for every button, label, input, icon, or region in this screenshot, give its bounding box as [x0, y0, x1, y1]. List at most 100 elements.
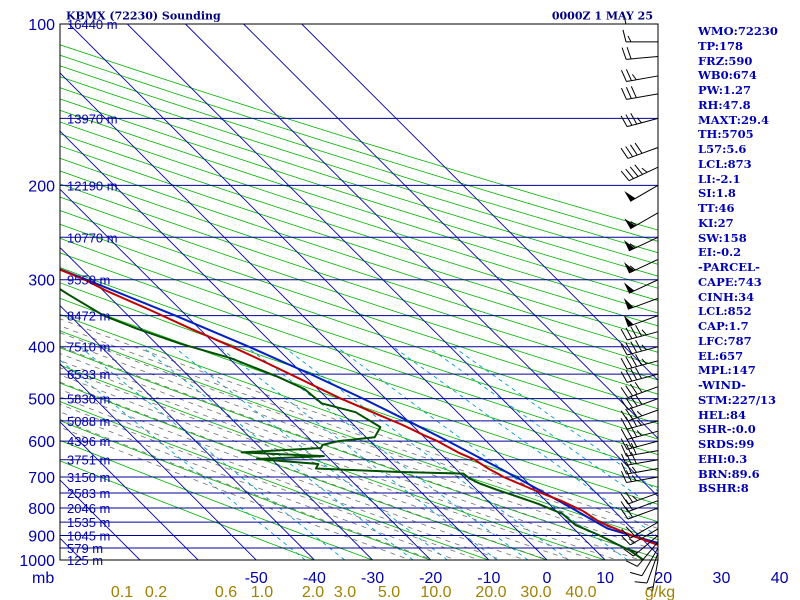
wind-barb: [620, 340, 659, 356]
dry-adiabat: [60, 76, 658, 265]
dry-adiabat: [60, 145, 658, 340]
pressure-label: 500: [28, 392, 55, 409]
sounding-index: SI:1.8: [698, 186, 736, 201]
sounding-index: MPL:147: [698, 363, 756, 378]
dry-adiabat: [60, 252, 658, 456]
sounding-index: BSHR:8: [698, 481, 749, 496]
dry-adiabat: [60, 196, 658, 395]
pressure-label: 400: [28, 340, 55, 357]
height-label: 5088 m: [67, 414, 110, 429]
dry-adiabat: [60, 65, 658, 254]
moist-adiabat: [60, 367, 596, 560]
mixing-ratio-line: [173, 346, 448, 560]
sounding-index: KI:27: [698, 215, 734, 230]
mixing-ratio-label: 2.0: [302, 584, 324, 600]
wind-barb: [620, 499, 659, 513]
mixing-ratio-line: [283, 346, 569, 560]
height-label: 4396 m: [67, 434, 110, 449]
parcel-trace: [60, 268, 658, 544]
mixing-ratio-label: 40.0: [565, 584, 596, 600]
wind-barb: [620, 164, 659, 182]
sounding-index: WB0:674: [698, 68, 757, 83]
wind-barb: [623, 236, 659, 252]
wind-barb: [623, 297, 659, 310]
sounding-index: EL:657: [698, 348, 744, 363]
temperature-tick-label: -40: [303, 570, 326, 587]
wind-barb: [620, 381, 659, 399]
wind-barb: [623, 279, 659, 294]
dry-adiabat: [60, 170, 658, 367]
dry-adiabat: [60, 401, 490, 560]
dry-adiabat: [60, 237, 658, 440]
moist-adiabat: [60, 411, 458, 560]
wind-barb: [620, 491, 659, 505]
isotherm: [60, 421, 199, 560]
wind-barb: [620, 142, 659, 159]
wind-barb: [620, 354, 659, 370]
dry-adiabat: [60, 183, 658, 381]
wind-barb: [620, 506, 659, 520]
wind-barb: [620, 367, 659, 383]
dry-adiabat: [60, 87, 658, 277]
sounding-index: RH:47.8: [698, 97, 751, 112]
temperature-tick-label: -10: [477, 570, 500, 587]
wind-barb: [620, 470, 659, 484]
mixing-ratio-label: 0.2: [145, 584, 167, 600]
isotherm: [68, 24, 606, 560]
isotherm: [243, 24, 658, 440]
moist-adiabat: [60, 403, 481, 560]
wind-barb: [620, 406, 659, 422]
dry-adiabat: [60, 210, 658, 410]
dry-adiabat: [60, 98, 658, 289]
wind-barb: [621, 47, 659, 60]
mixing-ratio-label: 0.6: [215, 584, 237, 600]
wind-barb: [634, 552, 659, 584]
dry-adiabat: [60, 133, 658, 327]
height-label: 16440 m: [67, 17, 118, 32]
station-title: KBMX (72230) Sounding: [66, 10, 221, 23]
temperature-tick-label: -20: [419, 570, 442, 587]
pressure-label: 600: [28, 434, 55, 451]
height-label: 1045 m: [67, 528, 110, 543]
temperature-tick-label: -50: [245, 570, 268, 587]
height-label: 3751 m: [67, 453, 110, 468]
height-label: 1535 m: [67, 515, 110, 530]
pressure-label: 200: [28, 178, 55, 195]
sounding-index: TH:5705: [698, 127, 754, 142]
wind-barb: [629, 547, 659, 577]
wind-barb: [624, 184, 659, 202]
sounding-index: CAPE:743: [698, 274, 762, 289]
sounding-index: SHR-:0.0: [698, 422, 756, 437]
height-label: 10770 m: [67, 230, 118, 245]
dry-adiabat: [60, 121, 658, 314]
wind-barb: [620, 86, 659, 100]
wind-barb: [622, 29, 658, 43]
dry-adiabat: [60, 420, 432, 560]
sounding-index: LCL:873: [698, 156, 752, 171]
height-label: 2046 m: [67, 501, 110, 516]
height-label: 5830 m: [67, 392, 110, 407]
temperature-tick-label: -30: [361, 570, 384, 587]
pressure-label: 1000: [19, 553, 55, 570]
temperature-tick-label: 30: [713, 570, 731, 587]
sounding-index: FRZ:590: [698, 53, 753, 68]
isotherm: [60, 72, 548, 560]
height-label: 125 m: [67, 553, 103, 568]
dry-adiabat: [60, 54, 658, 242]
wind-barb: [620, 452, 659, 466]
wind-barb: [621, 528, 659, 546]
height-label: 13970 m: [67, 111, 118, 126]
pressure-label: 900: [28, 528, 55, 545]
temperature-trace: [60, 268, 658, 546]
wind-barb: [626, 541, 659, 567]
sounding-index: WMO:72230: [698, 24, 778, 38]
height-label: 2583 m: [67, 486, 110, 501]
sounding-index: STM:227/13: [698, 392, 777, 407]
wind-barb: [624, 212, 659, 230]
sounding-index: BRN:89.6: [698, 466, 760, 481]
pressure-label: 700: [28, 470, 55, 487]
plot-frame: [59, 23, 659, 561]
sounding-indices: WMO:72230 TP:178 FRZ:590 WB0:674 PW:1.27 RH:4…: [698, 24, 778, 496]
